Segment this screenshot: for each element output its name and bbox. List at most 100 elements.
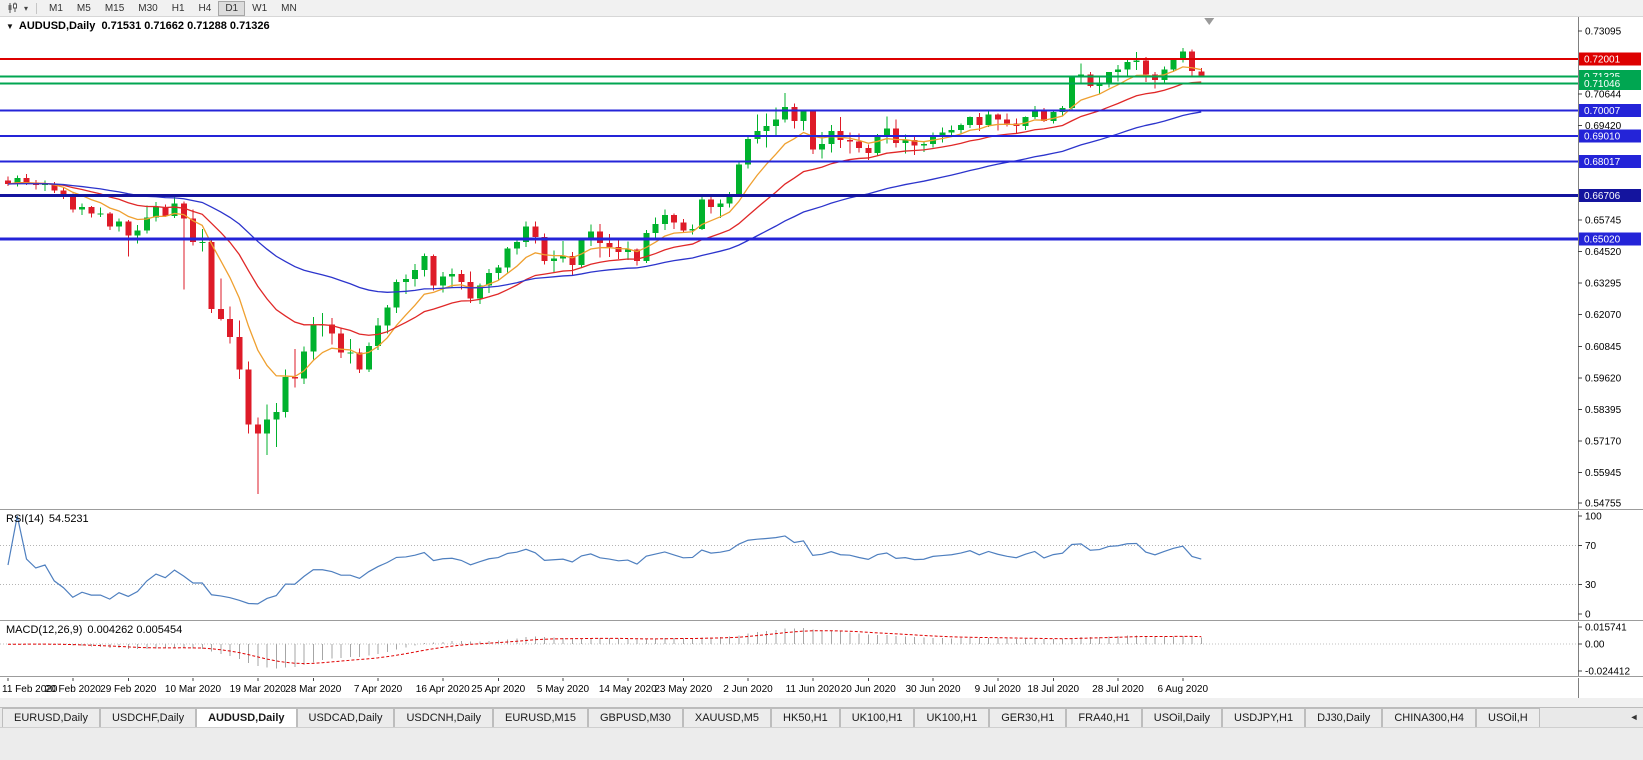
macd-value: 0.004262 0.005454 [87, 624, 183, 636]
svg-text:11 Jun 2020: 11 Jun 2020 [786, 684, 841, 695]
svg-text:0.68017: 0.68017 [1584, 157, 1621, 168]
chart-tab-9[interactable]: UK100,H1 [839, 708, 915, 727]
chart-tab-4[interactable]: USDCNH,Daily [394, 708, 494, 727]
chart-tab-8[interactable]: HK50,H1 [771, 708, 840, 727]
svg-text:0.70644: 0.70644 [1585, 90, 1622, 101]
candlestick-chart[interactable]: 0.73095 0.70644 0.69420 0.65745 0.64520 0.632… [0, 17, 1643, 509]
macd-chart[interactable]: 0.015741 0.00 -0.024412 [0, 622, 1643, 676]
svg-text:28 Jul 2020: 28 Jul 2020 [1092, 684, 1144, 695]
chart-symbol-ohlc: AUDUSD,Daily 0.71531 0.71662 0.71288 0.7… [18, 20, 270, 32]
chart-menu-icon[interactable]: ▼ [6, 21, 14, 31]
rsi-indicator-pane[interactable]: 100 70 30 0 RSI(14) 54.5231 [0, 509, 1643, 620]
svg-text:29 Feb 2020: 29 Feb 2020 [100, 684, 157, 695]
chart-tab-3[interactable]: USDCAD,Daily [296, 708, 395, 727]
svg-text:19 Mar 2020: 19 Mar 2020 [230, 684, 287, 695]
svg-text:0.66706: 0.66706 [1584, 191, 1621, 202]
chart-type-icon[interactable] [5, 1, 21, 15]
svg-text:7 Apr 2020: 7 Apr 2020 [354, 684, 403, 695]
timeframe-button-m1[interactable]: M1 [49, 2, 63, 14]
svg-text:20 Jun 2020: 20 Jun 2020 [841, 684, 896, 695]
svg-text:-0.024412: -0.024412 [1585, 667, 1630, 677]
svg-text:6 Aug 2020: 6 Aug 2020 [1157, 684, 1208, 695]
svg-text:11 Feb 2020: 11 Feb 2020 [2, 684, 58, 695]
chart-tab-16[interactable]: CHINA300,H4 [1382, 708, 1477, 727]
timeframe-button-m5[interactable]: M5 [76, 2, 91, 14]
svg-text:0.63295: 0.63295 [1585, 279, 1622, 290]
svg-text:20 Feb 2020: 20 Feb 2020 [45, 684, 102, 695]
svg-text:0.73095: 0.73095 [1585, 27, 1622, 38]
svg-text:0.64520: 0.64520 [1585, 247, 1622, 258]
chart-tab-14[interactable]: USDJPY,H1 [1222, 708, 1306, 727]
svg-text:0: 0 [1585, 610, 1591, 621]
date-axis[interactable]: 11 Feb 2020 20 Feb 2020 29 Feb 2020 10 Mar … [0, 676, 1643, 698]
svg-text:0.54755: 0.54755 [1585, 499, 1622, 510]
chart-type-dropdown-icon[interactable]: ▾ [24, 3, 29, 13]
svg-text:0.70007: 0.70007 [1584, 106, 1621, 117]
svg-text:0.59620: 0.59620 [1585, 373, 1622, 384]
svg-text:0.55945: 0.55945 [1585, 468, 1622, 479]
svg-text:16 Apr 2020: 16 Apr 2020 [416, 684, 470, 695]
chart-tab-17[interactable]: USOil,H [1476, 708, 1540, 727]
svg-text:30: 30 [1585, 580, 1597, 591]
svg-text:5 May 2020: 5 May 2020 [537, 684, 590, 695]
chart-tab-1[interactable]: USDCHF,Daily [99, 708, 197, 727]
chart-tab-10[interactable]: UK100,H1 [914, 708, 990, 727]
macd-label: MACD(12,26,9) 0.004262 0.005454 [6, 624, 182, 636]
chart-tab-12[interactable]: FRA40,H1 [1066, 708, 1142, 727]
chart-tabs-bar: EURUSD,Daily USDCHF,Daily AUDUSD,Daily USDC… [0, 707, 1643, 727]
macd-name: MACD(12,26,9) [6, 624, 83, 636]
svg-text:0.015741: 0.015741 [1585, 623, 1627, 634]
svg-text:0.71046: 0.71046 [1584, 79, 1621, 90]
svg-text:30 Jun 2020: 30 Jun 2020 [905, 684, 960, 695]
timeframe-button-m30[interactable]: M30 [138, 2, 158, 14]
svg-text:2 Jun 2020: 2 Jun 2020 [723, 684, 773, 695]
chart-tab-7[interactable]: XAUUSD,M5 [682, 708, 772, 727]
svg-text:10 Mar 2020: 10 Mar 2020 [165, 684, 222, 695]
timeframe-button-h1[interactable]: H1 [171, 2, 185, 14]
svg-text:0.62070: 0.62070 [1585, 310, 1622, 321]
chart-tab-15[interactable]: DJ30,Daily [1305, 708, 1383, 727]
toolbar-separator [36, 2, 38, 14]
rsi-chart[interactable]: 100 70 30 0 [0, 511, 1643, 620]
rsi-value: 54.5231 [48, 513, 89, 525]
svg-text:100: 100 [1585, 512, 1602, 523]
svg-text:0.00: 0.00 [1585, 640, 1605, 651]
status-bar [0, 727, 1643, 760]
timeframe-button-d1[interactable]: D1 [218, 0, 246, 16]
svg-text:18 Jul 2020: 18 Jul 2020 [1027, 684, 1079, 695]
timeframes-toolbar: ▾ M1 M5 M15 M30 H1 H4 D1 W1 MN [0, 0, 1643, 17]
svg-text:0.57170: 0.57170 [1585, 436, 1622, 447]
tab-scroll-left-button[interactable]: ◄ [1629, 712, 1639, 722]
svg-text:0.58395: 0.58395 [1585, 405, 1622, 416]
timeframe-button-w1[interactable]: W1 [252, 2, 268, 14]
svg-text:0.65745: 0.65745 [1585, 216, 1622, 227]
chart-tab-13[interactable]: USOil,Daily [1141, 708, 1223, 727]
macd-indicator-pane[interactable]: 0.015741 0.00 -0.024412 MACD(12,26,9) 0.00… [0, 620, 1643, 676]
svg-text:23 May 2020: 23 May 2020 [654, 684, 712, 695]
timeframe-button-h4[interactable]: H4 [198, 2, 212, 14]
timeframe-buttons: M1 M5 M15 M30 H1 H4 D1 W1 MN [42, 0, 304, 16]
window-gap [0, 698, 1643, 707]
chart-tab-11[interactable]: GER30,H1 [989, 708, 1067, 727]
svg-text:25 Apr 2020: 25 Apr 2020 [471, 684, 525, 695]
svg-text:9 Jul 2020: 9 Jul 2020 [975, 684, 1022, 695]
timeframe-button-m15[interactable]: M15 [104, 2, 125, 14]
svg-text:0.60845: 0.60845 [1585, 342, 1622, 353]
svg-text:70: 70 [1585, 541, 1597, 552]
svg-text:28 Mar 2020: 28 Mar 2020 [285, 684, 342, 695]
svg-text:0.65020: 0.65020 [1584, 234, 1621, 245]
chart-tab-5[interactable]: EURUSD,M15 [493, 708, 588, 727]
rsi-label: RSI(14) 54.5231 [6, 513, 89, 525]
timeframe-button-mn[interactable]: MN [281, 2, 297, 14]
chart-title: ▼ AUDUSD,Daily 0.71531 0.71662 0.71288 0… [6, 20, 270, 32]
svg-text:0.69010: 0.69010 [1584, 132, 1621, 143]
rsi-name: RSI(14) [6, 513, 44, 525]
chart-tab-2[interactable]: AUDUSD,Daily [196, 708, 297, 727]
chart-tab-6[interactable]: GBPUSD,M30 [587, 708, 683, 727]
main-chart-pane[interactable]: 0.73095 0.70644 0.69420 0.65745 0.64520 0.632… [0, 17, 1643, 509]
svg-text:14 May 2020: 14 May 2020 [599, 684, 657, 695]
svg-text:0.72001: 0.72001 [1584, 55, 1621, 66]
chart-tab-0[interactable]: EURUSD,Daily [2, 708, 100, 727]
